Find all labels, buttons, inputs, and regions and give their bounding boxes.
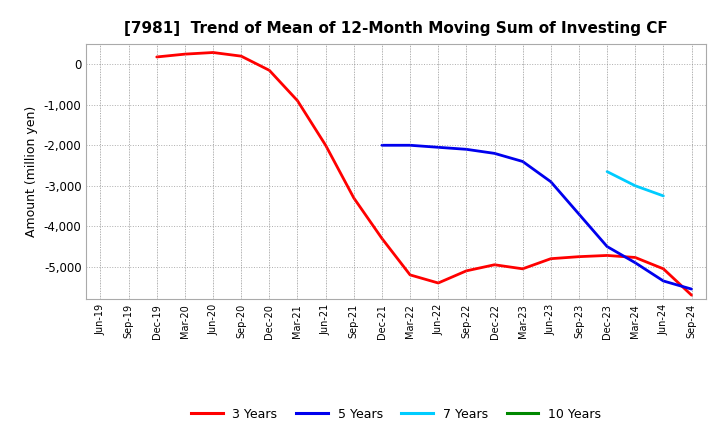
Title: [7981]  Trend of Mean of 12-Month Moving Sum of Investing CF: [7981] Trend of Mean of 12-Month Moving … (124, 21, 668, 36)
Y-axis label: Amount (million yen): Amount (million yen) (25, 106, 38, 237)
Legend: 3 Years, 5 Years, 7 Years, 10 Years: 3 Years, 5 Years, 7 Years, 10 Years (186, 403, 606, 425)
